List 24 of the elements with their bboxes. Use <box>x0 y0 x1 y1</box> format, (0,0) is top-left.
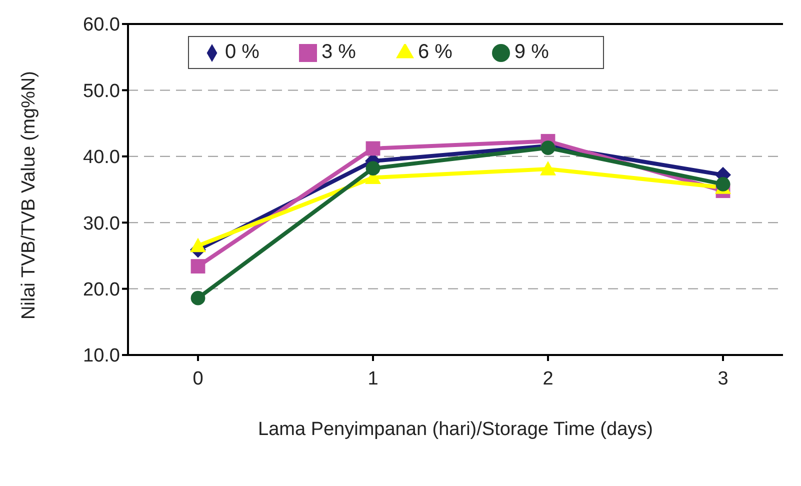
point <box>190 290 206 306</box>
point <box>366 141 380 156</box>
point <box>190 238 206 252</box>
point <box>190 259 206 274</box>
legend-label: 3 % <box>321 41 356 63</box>
x-tick-label: 1 <box>368 368 378 390</box>
legend-label: 6 % <box>418 41 452 63</box>
x-axis-title: Lama Penyimpanan (hari)/Storage Time (days) <box>258 419 653 440</box>
point <box>366 161 380 176</box>
y-tick-label: 30.0 <box>83 213 120 234</box>
point <box>540 160 556 176</box>
legend-label: 0 % <box>225 41 260 63</box>
point <box>716 177 730 192</box>
x-tick-label: 2 <box>542 368 554 390</box>
y-tick-label: 50.0 <box>83 80 120 102</box>
y-axis-title: Nilai TVB/TVB Value (mg%N) <box>18 71 40 320</box>
x-tick-label: 3 <box>718 368 728 390</box>
y-tick-label: 40.0 <box>83 147 120 168</box>
legend-label: 9 % <box>514 41 549 63</box>
y-tick-label: 20.0 <box>83 280 120 301</box>
x-tick-label: 0 <box>192 368 204 390</box>
y-tick-label: 10.0 <box>83 346 120 367</box>
point <box>540 140 556 155</box>
y-tick-label: 60.0 <box>83 14 120 36</box>
